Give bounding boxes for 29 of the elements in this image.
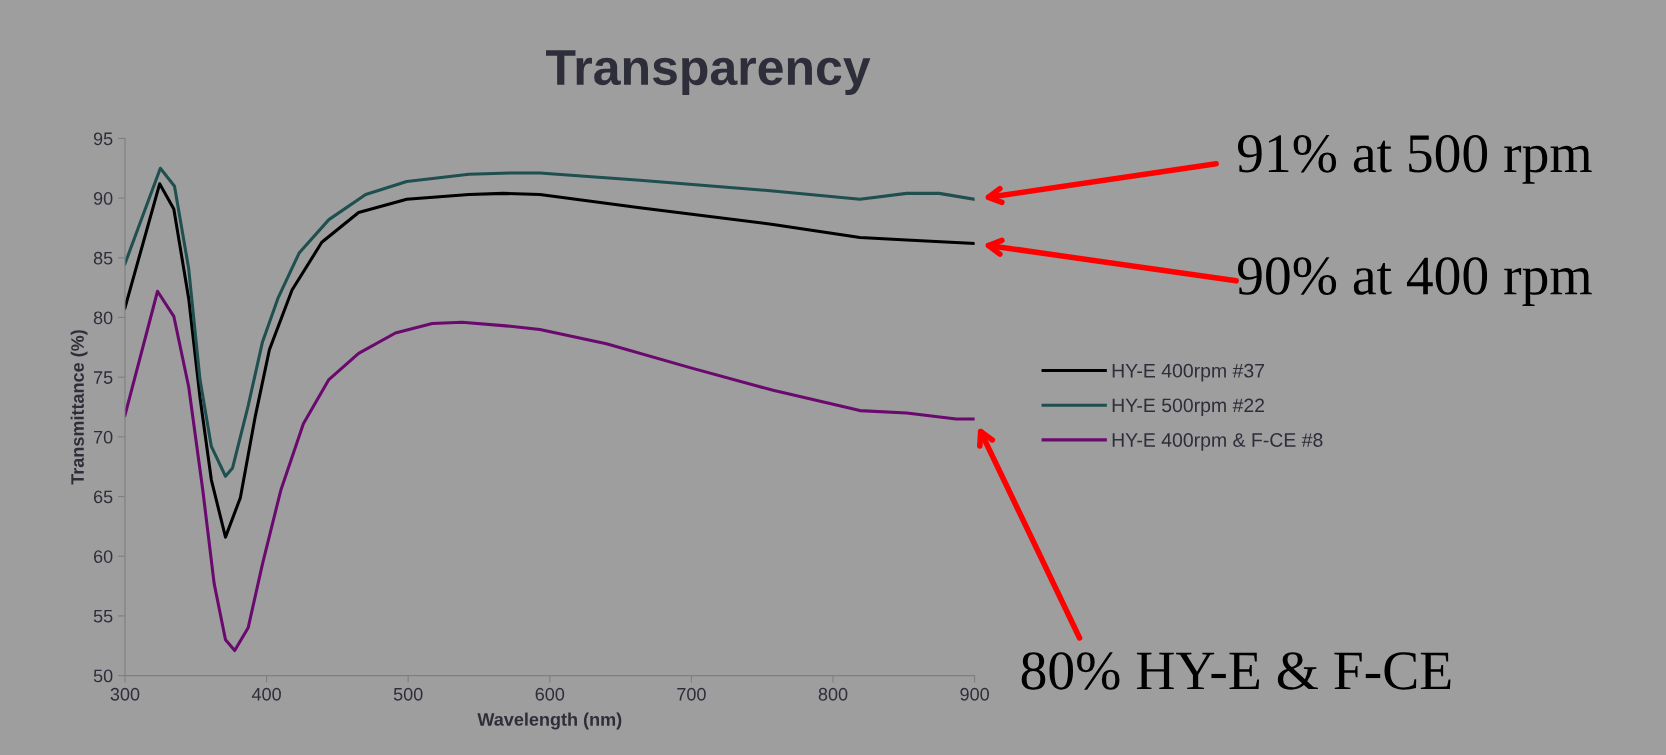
x-tick-label: 400 — [251, 687, 281, 701]
y-tick-label: 55 — [93, 610, 113, 623]
y-tick-label: 80 — [93, 311, 113, 325]
line-series — [124, 182, 975, 539]
legend-label: HY-E 400rpm #37 — [1112, 363, 1265, 382]
y-tick-label: 65 — [93, 490, 113, 504]
text: 90% at 400 rpm — [1237, 257, 1592, 307]
line-series — [124, 166, 975, 478]
y-tick-label: 75 — [93, 371, 113, 384]
x-tick-label: 300 — [110, 687, 140, 701]
x-tick-label: 700 — [677, 687, 706, 701]
y-tick-label: 70 — [93, 430, 113, 444]
x-axis-title: Wavelength (nm) — [477, 712, 622, 730]
y-axis-title: Transmittance (%) — [70, 330, 88, 485]
y-tick-label: 60 — [93, 550, 113, 563]
x-tick-label: 800 — [818, 687, 848, 701]
text: 91% at 500 rpm — [1237, 134, 1592, 184]
y-tick-label: 85 — [93, 251, 113, 265]
x-tick-label: 500 — [393, 687, 423, 701]
y-tick-label: 95 — [93, 132, 113, 146]
y-tick-label: 50 — [93, 669, 113, 683]
legend-label: HY-E 500rpm #22 — [1112, 398, 1265, 417]
x-tick-label: 900 — [960, 687, 989, 701]
chart-title: Transparency — [546, 50, 871, 96]
x-tick-label: 600 — [535, 687, 565, 701]
legend-label: HY-E 400rpm & F-CE #8 — [1112, 433, 1323, 451]
text: 80% HY-E & F-CE — [1021, 652, 1451, 690]
y-tick-label: 90 — [93, 192, 113, 205]
line-series — [124, 289, 975, 653]
